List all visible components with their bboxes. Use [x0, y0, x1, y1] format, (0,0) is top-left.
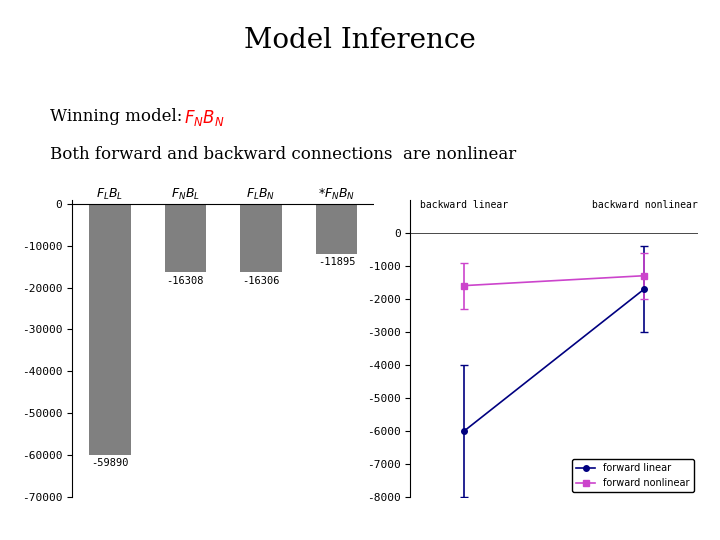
Bar — [165, 204, 206, 272]
Text: $F_LB_L$: $F_LB_L$ — [96, 187, 123, 202]
Bar — [316, 204, 357, 254]
Text: $*F_NB_N$: $*F_NB_N$ — [318, 187, 355, 202]
Bar — [240, 204, 282, 272]
Text: $F_NB_L$: $F_NB_L$ — [171, 187, 200, 202]
Text: -11895: -11895 — [318, 257, 356, 267]
Text: -16306: -16306 — [242, 275, 280, 286]
Text: Winning model:: Winning model: — [50, 108, 188, 125]
Legend: forward linear, forward nonlinear: forward linear, forward nonlinear — [572, 460, 693, 492]
Text: backward linear: backward linear — [420, 200, 508, 210]
Text: -59890: -59890 — [91, 458, 129, 468]
Bar — [89, 204, 130, 455]
Text: backward nonlinear: backward nonlinear — [592, 200, 697, 210]
Text: $F_NB_N$: $F_NB_N$ — [184, 108, 224, 128]
Text: Both forward and backward connections  are nonlinear: Both forward and backward connections ar… — [50, 146, 517, 163]
Text: $F_LB_N$: $F_LB_N$ — [246, 187, 276, 202]
Text: Model Inference: Model Inference — [244, 27, 476, 54]
Text: -16308: -16308 — [166, 275, 204, 286]
